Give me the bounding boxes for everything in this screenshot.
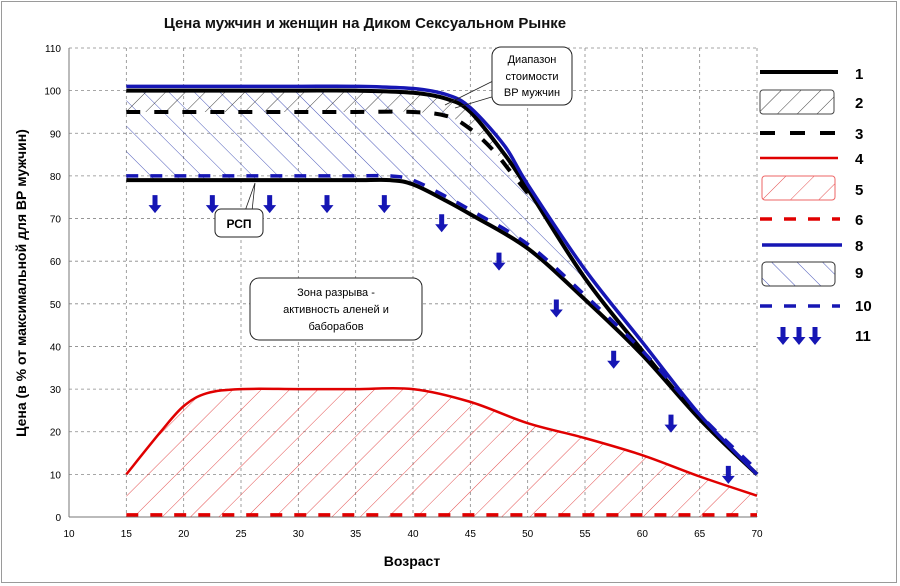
area-9-blue-hatch — [126, 90, 758, 475]
down-arrow-icon — [320, 195, 334, 214]
callout-rsp: РСП — [214, 182, 264, 238]
x-tick-label: 70 — [751, 529, 763, 540]
x-tick-label: 20 — [178, 529, 190, 540]
callout-gap-line: активность аленей и — [283, 304, 389, 316]
y-tick-label: 10 — [50, 470, 62, 481]
legend-label: 11 — [855, 328, 871, 345]
y-tick-label: 20 — [50, 428, 62, 439]
y-tick-label: 70 — [50, 215, 62, 226]
y-tick-label: 50 — [50, 300, 62, 311]
down-arrow-icon — [664, 414, 678, 433]
chart-title: Цена мужчин и женщин на Диком Сексуально… — [164, 15, 566, 32]
y-tick-label: 60 — [50, 257, 62, 268]
down-arrow-icon — [377, 195, 391, 214]
down-arrow-icon — [263, 195, 277, 214]
area-5-red-hatch — [126, 388, 758, 517]
series-lines — [125, 84, 759, 517]
down-arrow-icon — [776, 327, 790, 345]
x-tick-label: 50 — [522, 529, 534, 540]
down-arrow-icon — [492, 252, 506, 271]
down-arrow-icon — [435, 214, 449, 233]
callout-gap-line: баборабов — [308, 321, 363, 333]
area-2-black-hatch — [126, 90, 585, 279]
legend-label: 1 — [855, 66, 863, 83]
hatched-areas — [126, 90, 758, 517]
down-arrows — [148, 195, 735, 484]
callout-gap-zone: Зона разрыва - активность аленей и бабор… — [249, 277, 423, 341]
legend-label: 5 — [855, 182, 863, 199]
down-arrow-icon — [205, 195, 219, 214]
x-tick-label: 40 — [407, 529, 419, 540]
down-arrow-icon — [792, 327, 806, 345]
legend-label: 10 — [855, 298, 872, 315]
callout-range-line: Диапазон — [508, 54, 557, 66]
legend-label: 6 — [855, 212, 863, 229]
legend-label: 8 — [855, 238, 863, 255]
x-tick-label: 60 — [637, 529, 649, 540]
x-tick-label: 15 — [121, 529, 133, 540]
x-tick-label: 10 — [63, 529, 75, 540]
series-3-line — [126, 109, 530, 195]
x-tick-label: 55 — [579, 529, 591, 540]
series-8-line — [126, 84, 759, 476]
callout-range: Диапазон стоимости ВР мужчин — [444, 46, 573, 109]
x-tick-label: 65 — [694, 529, 706, 540]
y-tick-label: 100 — [44, 87, 61, 98]
x-axis-label: Возраст — [384, 553, 441, 569]
legend-swatch-blue-hatch — [761, 261, 836, 287]
legend-label: 3 — [855, 126, 863, 143]
callout-rsp-text: РСП — [227, 217, 252, 231]
y-tick-label: 40 — [50, 342, 62, 353]
legend-label: 9 — [855, 265, 863, 282]
y-tick-label: 80 — [50, 172, 62, 183]
y-tick-label: 30 — [50, 385, 62, 396]
callout-gap-line: Зона разрыва - — [297, 287, 375, 299]
legend-swatch-black-hatch — [759, 89, 835, 115]
x-tick-label: 25 — [235, 529, 247, 540]
callout-range-line: стоимости — [505, 71, 558, 83]
legend-label: 4 — [855, 151, 864, 168]
legend-swatch-red-hatch — [761, 175, 836, 201]
series-1-line — [126, 88, 759, 476]
legend-label: 2 — [855, 95, 863, 112]
legend-swatch-arrows — [776, 327, 822, 345]
y-tick-label: 0 — [55, 513, 61, 524]
down-arrow-icon — [607, 350, 621, 369]
y-tick-label: 90 — [50, 129, 62, 140]
tick-labels: 10 15 20 25 30 35 40 45 50 55 60 65 7001020304050607… — [44, 44, 763, 540]
series-4-line — [125, 386, 758, 497]
down-arrow-icon — [549, 299, 563, 318]
down-arrow-icon — [721, 465, 735, 484]
down-arrow-icon — [808, 327, 822, 345]
y-tick-label: 110 — [45, 44, 61, 55]
x-tick-label: 35 — [350, 529, 362, 540]
y-axis-label: Цена (в % от максимальной для ВР мужчин) — [13, 129, 29, 437]
x-tick-label: 30 — [293, 529, 305, 540]
series-1-line — [126, 177, 759, 476]
series-10-line — [126, 173, 759, 472]
legend: 1 2 3 4 5 6 8 9 10 11 — [759, 66, 872, 345]
callout-range-line: ВР мужчин — [504, 87, 560, 99]
x-tick-label: 45 — [465, 529, 477, 540]
down-arrow-icon — [148, 195, 162, 214]
